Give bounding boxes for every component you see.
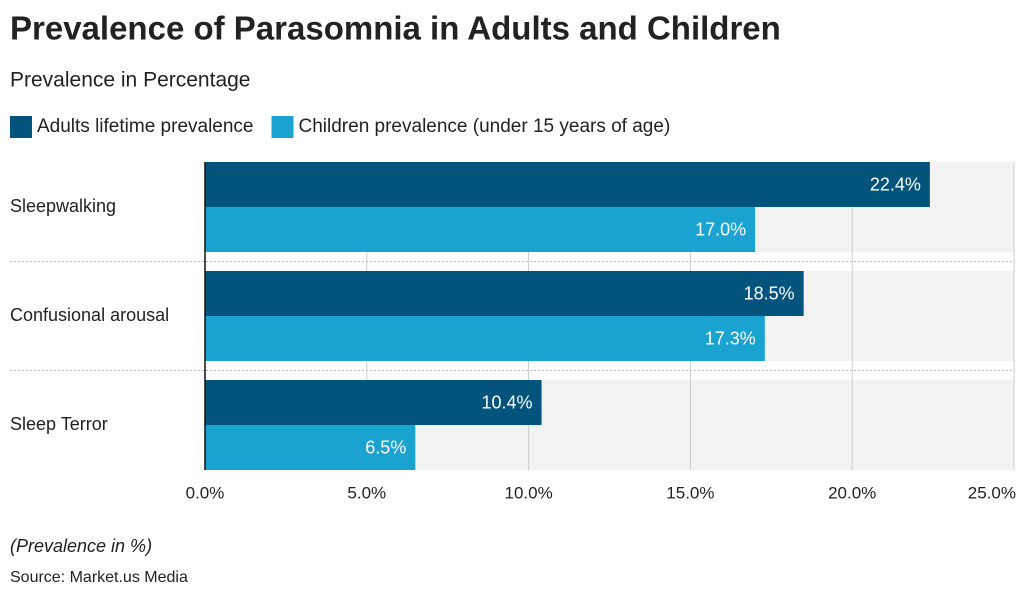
x-tick-label: 5.0% [347, 483, 386, 502]
legend-label: Adults lifetime prevalence [37, 116, 254, 137]
bar [205, 425, 416, 470]
note: (Prevalence in %) [10, 536, 152, 556]
legend-label: Children prevalence (under 15 years of a… [299, 116, 671, 137]
bar [205, 316, 765, 361]
y-tick-label: Confusional arousal [10, 305, 169, 325]
source: Source: Market.us Media [10, 569, 188, 586]
value-label: 17.0% [695, 219, 746, 239]
value-label: 10.4% [481, 392, 532, 412]
bar [205, 271, 804, 316]
y-tick-label: Sleepwalking [10, 196, 116, 216]
value-label: 18.5% [744, 283, 795, 303]
bar [205, 207, 756, 252]
value-label: 17.3% [705, 328, 756, 348]
y-tick-label: Sleep Terror [10, 414, 108, 434]
x-tick-label: 0.0% [186, 483, 225, 502]
value-label: 6.5% [365, 437, 406, 457]
x-tick-label: 20.0% [828, 483, 876, 502]
x-tick-label: 25.0% [968, 483, 1016, 502]
chart-title: Prevalence of Parasomnia in Adults and C… [10, 10, 781, 47]
x-tick-label: 15.0% [666, 483, 714, 502]
legend-swatch [271, 116, 294, 138]
value-label: 22.4% [870, 174, 921, 194]
bar [205, 162, 930, 207]
chart-subtitle: Prevalence in Percentage [10, 69, 251, 92]
bar [205, 380, 542, 425]
x-tick-label: 10.0% [504, 483, 552, 502]
legend-swatch [10, 116, 32, 138]
